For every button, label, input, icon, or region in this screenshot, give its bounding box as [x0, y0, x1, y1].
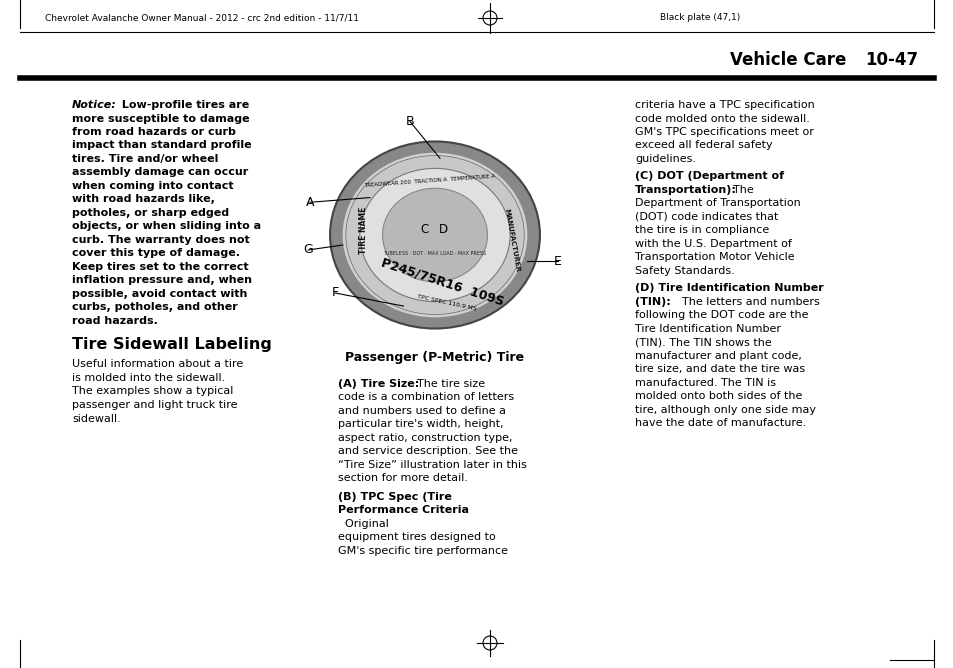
- Ellipse shape: [382, 188, 487, 282]
- Text: Keep tires set to the correct: Keep tires set to the correct: [71, 262, 249, 272]
- Text: when coming into contact: when coming into contact: [71, 181, 233, 191]
- Text: P245/75R16  109S: P245/75R16 109S: [379, 256, 505, 308]
- Text: (A) Tire Size:: (A) Tire Size:: [337, 379, 418, 389]
- Text: assembly damage can occur: assembly damage can occur: [71, 168, 248, 178]
- Text: sidewall.: sidewall.: [71, 413, 121, 424]
- Text: and service description. See the: and service description. See the: [337, 446, 517, 456]
- Text: road hazards.: road hazards.: [71, 316, 157, 326]
- Text: section for more detail.: section for more detail.: [337, 473, 468, 483]
- Text: particular tire's width, height,: particular tire's width, height,: [337, 419, 503, 429]
- Text: (DOT) code indicates that: (DOT) code indicates that: [635, 212, 778, 222]
- Text: Tire Sidewall Labeling: Tire Sidewall Labeling: [71, 337, 272, 353]
- Text: D: D: [438, 224, 447, 236]
- Text: A: A: [306, 196, 314, 209]
- Text: TUBELESS · DOT · MAX LOAD · MAX PRESS: TUBELESS · DOT · MAX LOAD · MAX PRESS: [383, 251, 486, 257]
- Text: G: G: [303, 244, 313, 257]
- Text: The examples show a typical: The examples show a typical: [71, 387, 233, 397]
- Text: is molded into the sidewall.: is molded into the sidewall.: [71, 373, 225, 383]
- Text: Original: Original: [337, 518, 389, 528]
- Text: (C) DOT (Department of: (C) DOT (Department of: [635, 172, 783, 182]
- Text: with road hazards like,: with road hazards like,: [71, 194, 214, 204]
- Text: TPC SPEC 110.9 MS: TPC SPEC 110.9 MS: [416, 294, 476, 311]
- Text: TREADWEAR 200  TRACTION A  TEMPERATURE A: TREADWEAR 200 TRACTION A TEMPERATURE A: [364, 174, 496, 188]
- Text: Transportation Motor Vehicle: Transportation Motor Vehicle: [635, 253, 794, 263]
- Ellipse shape: [359, 168, 510, 302]
- Text: Tire Identification Number: Tire Identification Number: [635, 324, 781, 334]
- Text: have the date of manufacture.: have the date of manufacture.: [635, 418, 805, 428]
- Text: The: The: [725, 185, 753, 195]
- Text: tire size, and date the tire was: tire size, and date the tire was: [635, 365, 804, 375]
- Text: the tire is in compliance: the tire is in compliance: [635, 226, 768, 236]
- Text: (TIN):: (TIN):: [635, 297, 670, 307]
- Text: aspect ratio, construction type,: aspect ratio, construction type,: [337, 432, 512, 442]
- Text: molded onto both sides of the: molded onto both sides of the: [635, 391, 801, 401]
- Text: The tire size: The tire size: [410, 379, 485, 389]
- Ellipse shape: [342, 153, 527, 317]
- Text: Notice:: Notice:: [71, 100, 116, 110]
- Text: inflation pressure and, when: inflation pressure and, when: [71, 275, 252, 285]
- Ellipse shape: [330, 142, 539, 329]
- Text: F: F: [331, 287, 338, 299]
- Text: Passenger (P-Metric) Tire: Passenger (P-Metric) Tire: [345, 351, 524, 363]
- Text: Low-profile tires are: Low-profile tires are: [118, 100, 249, 110]
- Text: code molded onto the sidewall.: code molded onto the sidewall.: [635, 114, 809, 124]
- Text: E: E: [554, 255, 561, 268]
- Text: objects, or when sliding into a: objects, or when sliding into a: [71, 222, 261, 232]
- Text: more susceptible to damage: more susceptible to damage: [71, 114, 250, 124]
- Text: possible, avoid contact with: possible, avoid contact with: [71, 289, 247, 299]
- Text: MANUFACTURER: MANUFACTURER: [502, 208, 519, 273]
- Text: criteria have a TPC specification: criteria have a TPC specification: [635, 100, 814, 110]
- Text: Transportation):: Transportation):: [635, 185, 736, 195]
- Text: Department of Transportation: Department of Transportation: [635, 198, 800, 208]
- Text: manufacturer and plant code,: manufacturer and plant code,: [635, 351, 801, 361]
- Text: and numbers used to define a: and numbers used to define a: [337, 405, 505, 415]
- Text: impact than standard profile: impact than standard profile: [71, 140, 252, 150]
- Text: The letters and numbers: The letters and numbers: [675, 297, 819, 307]
- Text: curb. The warranty does not: curb. The warranty does not: [71, 235, 250, 245]
- Text: TIRE NAME: TIRE NAME: [358, 206, 368, 254]
- Text: exceed all federal safety: exceed all federal safety: [635, 140, 772, 150]
- Text: guidelines.: guidelines.: [635, 154, 696, 164]
- Text: equipment tires designed to: equipment tires designed to: [337, 532, 496, 542]
- Text: C: C: [420, 224, 429, 236]
- Text: (D) Tire Identification Number: (D) Tire Identification Number: [635, 283, 822, 293]
- Text: Chevrolet Avalanche Owner Manual - 2012 - crc 2nd edition - 11/7/11: Chevrolet Avalanche Owner Manual - 2012 …: [45, 13, 358, 23]
- Text: code is a combination of letters: code is a combination of letters: [337, 392, 514, 402]
- Text: B: B: [405, 115, 414, 128]
- Text: Performance Criteria: Performance Criteria: [337, 505, 469, 515]
- Text: from road hazards or curb: from road hazards or curb: [71, 127, 235, 137]
- Text: with the U.S. Department of: with the U.S. Department of: [635, 239, 791, 249]
- Text: following the DOT code are the: following the DOT code are the: [635, 311, 807, 321]
- Text: curbs, potholes, and other: curbs, potholes, and other: [71, 303, 237, 313]
- Text: Safety Standards.: Safety Standards.: [635, 266, 734, 276]
- Text: Vehicle Care: Vehicle Care: [729, 51, 845, 69]
- Text: (B) TPC Spec (Tire: (B) TPC Spec (Tire: [337, 492, 452, 502]
- Text: GM's specific tire performance: GM's specific tire performance: [337, 546, 507, 556]
- Text: “Tire Size” illustration later in this: “Tire Size” illustration later in this: [337, 460, 526, 470]
- Text: Useful information about a tire: Useful information about a tire: [71, 359, 243, 369]
- Text: Black plate (47,1): Black plate (47,1): [659, 13, 740, 23]
- Text: GM's TPC specifications meet or: GM's TPC specifications meet or: [635, 127, 813, 137]
- Text: potholes, or sharp edged: potholes, or sharp edged: [71, 208, 229, 218]
- Text: manufactured. The TIN is: manufactured. The TIN is: [635, 378, 775, 388]
- Ellipse shape: [345, 156, 523, 315]
- Text: tire, although only one side may: tire, although only one side may: [635, 405, 815, 415]
- Text: passenger and light truck tire: passenger and light truck tire: [71, 400, 237, 410]
- Text: 10-47: 10-47: [864, 51, 917, 69]
- Text: tires. Tire and/or wheel: tires. Tire and/or wheel: [71, 154, 218, 164]
- Text: cover this type of damage.: cover this type of damage.: [71, 248, 240, 259]
- Text: (TIN). The TIN shows the: (TIN). The TIN shows the: [635, 337, 771, 347]
